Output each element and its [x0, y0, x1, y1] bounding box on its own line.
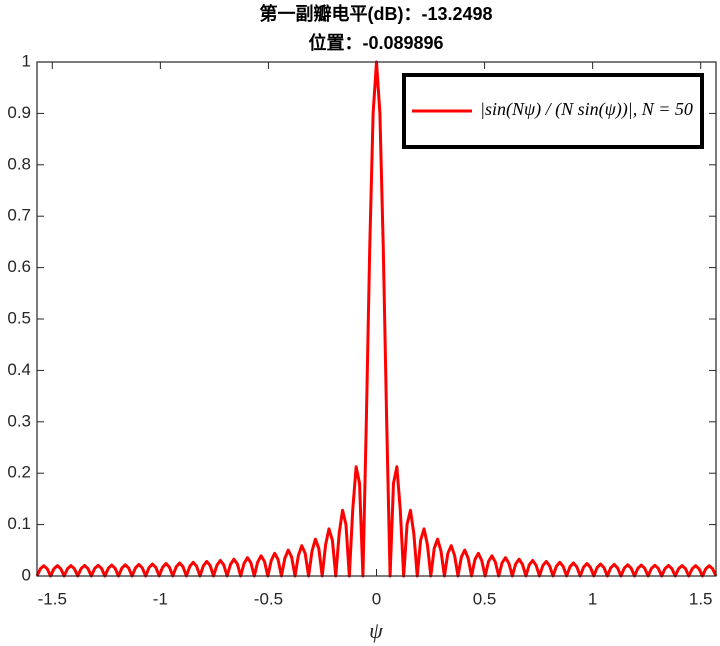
x-tick-label: 0 [372, 589, 381, 608]
x-tick-label: -0.5 [254, 589, 283, 608]
x-tick-label: -1 [153, 589, 168, 608]
y-tick-label: 0.7 [7, 206, 31, 225]
y-tick-label: 1 [22, 51, 31, 70]
y-tick-label: 0.4 [7, 360, 31, 379]
x-tick-label: 1.5 [689, 589, 713, 608]
axes-box [36, 61, 717, 577]
x-tick-label: -1.5 [38, 589, 67, 608]
y-tick-label: 0.3 [7, 411, 31, 430]
y-tick-label: 0.2 [7, 463, 31, 482]
legend-label: |sin(Nψ) / (N sin(ψ))|, N = 50 [480, 99, 693, 120]
y-tick-label: 0.1 [7, 514, 31, 533]
y-tick-label: 0.9 [7, 103, 31, 122]
y-tick-label: 0.6 [7, 257, 31, 276]
chart-title: 第一副瓣电平(dB)：-13.2498 [259, 3, 492, 24]
y-tick-label: 0.5 [7, 308, 31, 327]
y-tick-label: 0 [22, 565, 31, 584]
y-tick-label: 0.8 [7, 154, 31, 173]
chart-subtitle: 位置：-0.089896 [308, 32, 443, 53]
x-tick-label: 0.5 [473, 589, 497, 608]
x-tick-label: 1 [588, 589, 597, 608]
x-axis-label: ψ [369, 618, 383, 643]
